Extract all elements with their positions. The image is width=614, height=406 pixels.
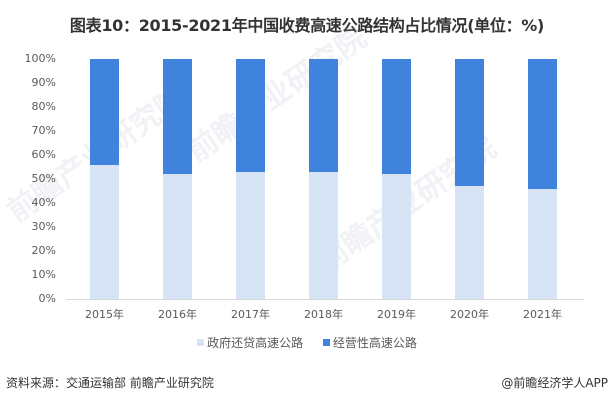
credit: @前瞻经济学人APP bbox=[501, 376, 608, 390]
bar-segment-政府还贷高速公路 bbox=[163, 174, 192, 299]
y-tick-label: 80% bbox=[31, 100, 56, 113]
legend-label: 经营性高速公路 bbox=[332, 336, 417, 350]
x-tick-label: 2016年 bbox=[158, 308, 197, 321]
y-tick-label: 0% bbox=[38, 292, 56, 305]
legend-item-gov: 政府还贷高速公路 bbox=[197, 334, 303, 351]
bar-segment-政府还贷高速公路 bbox=[455, 186, 484, 299]
bar-2019年 bbox=[382, 59, 411, 299]
bar-segment-经营性高速公路 bbox=[309, 59, 338, 172]
x-tick-label: 2020年 bbox=[450, 308, 489, 321]
chart-title: 图表10：2015-2021年中国收费高速公路结构占比情况(单位：%) bbox=[69, 16, 545, 35]
legend-label: 政府还贷高速公路 bbox=[207, 336, 304, 350]
y-tick-label: 50% bbox=[31, 172, 56, 185]
x-tick-label: 2015年 bbox=[85, 308, 124, 321]
y-tick-label: 100% bbox=[24, 52, 56, 65]
bar-segment-政府还贷高速公路 bbox=[528, 188, 557, 299]
bar-segment-经营性高速公路 bbox=[528, 59, 557, 189]
x-tick-label: 2018年 bbox=[304, 308, 343, 321]
bar-segment-经营性高速公路 bbox=[90, 59, 119, 165]
bar-segment-政府还贷高速公路 bbox=[236, 171, 265, 299]
y-tick-label: 20% bbox=[31, 244, 56, 257]
bar-2020年 bbox=[455, 59, 484, 299]
bar-segment-经营性高速公路 bbox=[455, 59, 484, 187]
bar-2017年 bbox=[236, 59, 265, 299]
x-tick-label: 2021年 bbox=[523, 308, 562, 321]
y-tick-label: 40% bbox=[31, 196, 56, 209]
y-tick-label: 60% bbox=[31, 148, 56, 161]
legend: 政府还贷高速公路 经营性高速公路 bbox=[0, 334, 614, 351]
bar-2021年 bbox=[528, 59, 557, 299]
legend-swatch bbox=[197, 339, 205, 346]
bar-segment-政府还贷高速公路 bbox=[90, 164, 119, 299]
bar-2016年 bbox=[163, 59, 192, 299]
bar-2018年 bbox=[309, 59, 338, 299]
x-tick-label: 2017年 bbox=[231, 308, 270, 321]
y-tick-label: 10% bbox=[31, 268, 56, 281]
bar-2015年 bbox=[90, 59, 119, 299]
y-tick-label: 90% bbox=[31, 76, 56, 89]
x-axis-line bbox=[66, 299, 584, 300]
legend-swatch bbox=[322, 339, 330, 346]
bar-segment-经营性高速公路 bbox=[382, 59, 411, 175]
bar-segment-经营性高速公路 bbox=[163, 59, 192, 175]
y-tick-label: 30% bbox=[31, 220, 56, 233]
legend-item-commercial: 经营性高速公路 bbox=[322, 334, 417, 351]
bar-segment-政府还贷高速公路 bbox=[382, 174, 411, 299]
y-tick-label: 70% bbox=[31, 124, 56, 137]
source-note: 资料来源：交通运输部 前瞻产业研究院 bbox=[6, 376, 214, 390]
x-tick-label: 2019年 bbox=[377, 308, 416, 321]
bar-segment-经营性高速公路 bbox=[236, 59, 265, 172]
bar-segment-政府还贷高速公路 bbox=[309, 171, 338, 299]
